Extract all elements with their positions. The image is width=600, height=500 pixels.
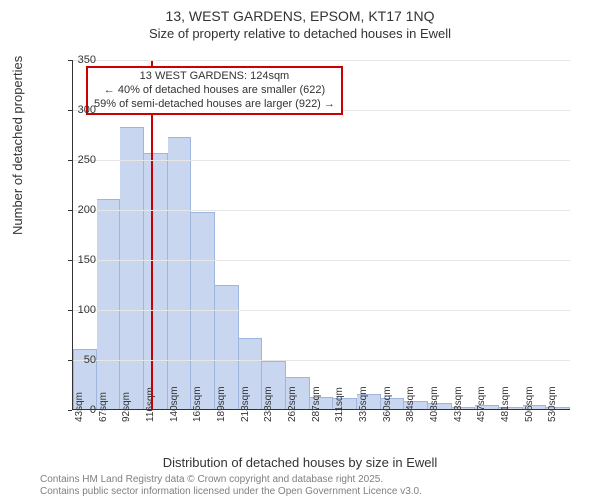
xtick-label: 238sqm (263, 386, 274, 422)
footer: Contains HM Land Registry data © Crown c… (40, 474, 422, 498)
bar-slot: 433sqm (452, 60, 476, 409)
bar (168, 137, 192, 409)
gridline (73, 60, 570, 61)
ytick-label: 200 (56, 204, 96, 216)
ytick-label: 50 (56, 354, 96, 366)
xtick-label: 433sqm (453, 386, 464, 422)
xtick-label: 457sqm (476, 386, 487, 422)
bar-slot: 360sqm (381, 60, 405, 409)
ytick-label: 250 (56, 154, 96, 166)
ytick-label: 350 (56, 54, 96, 66)
bar-slot: 457sqm (475, 60, 499, 409)
xtick-label: 67sqm (98, 392, 109, 422)
bar-slot: 384sqm (404, 60, 428, 409)
footer-line-1: Contains HM Land Registry data © Crown c… (40, 474, 422, 486)
xtick-label: 506sqm (524, 386, 535, 422)
annotation-line-3: 59% of semi-detached houses are larger (… (94, 98, 335, 112)
gridline (73, 160, 570, 161)
y-axis-label: Number of detached properties (10, 56, 25, 235)
bar (144, 153, 168, 409)
ytick-label: 300 (56, 104, 96, 116)
bar-slot: 506sqm (523, 60, 547, 409)
ytick-label: 0 (56, 404, 96, 416)
xtick-label: 530sqm (547, 386, 558, 422)
xtick-label: 335sqm (358, 386, 369, 422)
chart-title: 13, WEST GARDENS, EPSOM, KT17 1NQ (0, 8, 600, 24)
bar-slot: 335sqm (357, 60, 381, 409)
xtick-label: 408sqm (429, 386, 440, 422)
gridline (73, 260, 570, 261)
xtick-label: 92sqm (121, 392, 132, 422)
gridline (73, 210, 570, 211)
xtick-label: 262sqm (287, 386, 298, 422)
bar (97, 199, 121, 409)
xtick-label: 140sqm (169, 386, 180, 422)
gridline (73, 360, 570, 361)
xtick-label: 213sqm (240, 386, 251, 422)
annotation-box: 13 WEST GARDENS: 124sqm ← 40% of detache… (86, 66, 343, 115)
ytick-label: 150 (56, 254, 96, 266)
chart-title-block: 13, WEST GARDENS, EPSOM, KT17 1NQ Size o… (0, 8, 600, 41)
annotation-line-1: 13 WEST GARDENS: 124sqm (94, 70, 335, 84)
annotation-line-2: ← 40% of detached houses are smaller (62… (94, 84, 335, 98)
x-axis-label: Distribution of detached houses by size … (0, 455, 600, 470)
xtick-label: 384sqm (405, 386, 416, 422)
bar (120, 127, 144, 409)
xtick-label: 287sqm (311, 386, 322, 422)
bar-slot: 481sqm (499, 60, 523, 409)
xtick-label: 189sqm (216, 386, 227, 422)
xtick-label: 481sqm (500, 386, 511, 422)
xtick-label: 311sqm (334, 387, 345, 422)
gridline (73, 310, 570, 311)
footer-line-2: Contains public sector information licen… (40, 486, 422, 498)
xtick-label: 165sqm (192, 386, 203, 422)
chart-subtitle: Size of property relative to detached ho… (0, 26, 600, 41)
ytick-label: 100 (56, 304, 96, 316)
bar-slot: 530sqm (546, 60, 570, 409)
bar-slot: 408sqm (428, 60, 452, 409)
xtick-label: 360sqm (382, 386, 393, 422)
